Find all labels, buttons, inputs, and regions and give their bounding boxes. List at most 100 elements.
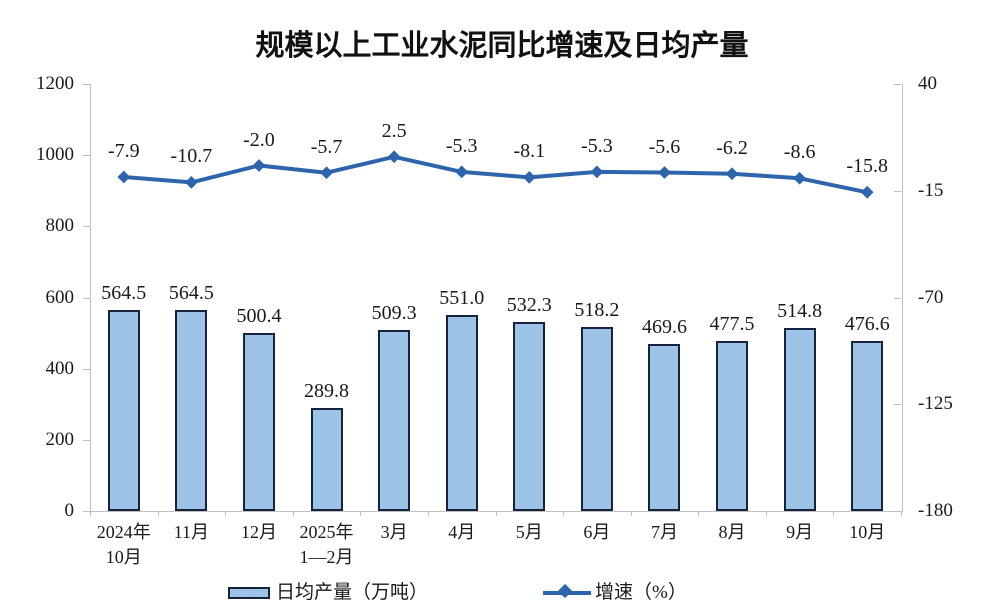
- bar-value-label: 469.6: [641, 315, 687, 338]
- chart-title: 规模以上工业水泥同比增速及日均产量: [255, 30, 749, 62]
- x-axis-tick: [360, 511, 361, 516]
- x-axis-label: 3月: [380, 522, 408, 542]
- y-axis-right-tick: [894, 84, 901, 85]
- y-axis-right-tick: [894, 191, 901, 192]
- bar: [242, 332, 275, 511]
- legend-bar-label: 日均产量（万吨）: [276, 582, 429, 603]
- bar-value-label: 289.8: [304, 379, 350, 402]
- line-point-marker-icon: [590, 165, 604, 179]
- bar-value-label: 532.3: [506, 293, 552, 316]
- y-axis-left-tick: [83, 298, 90, 299]
- line-value-label: -8.6: [783, 141, 816, 164]
- x-axis-tick: [631, 511, 632, 516]
- line-point-marker-icon: [455, 165, 469, 179]
- line-point-marker-icon: [252, 159, 266, 172]
- bar: [107, 310, 140, 511]
- bar: [445, 314, 478, 511]
- x-axis-tick: [496, 511, 497, 516]
- x-axis-tick: [293, 511, 294, 516]
- bar: [851, 341, 884, 511]
- growth-line: [123, 154, 868, 195]
- bar: [580, 326, 613, 511]
- line-point-marker-icon: [320, 166, 333, 180]
- legend: 日均产量（万吨） 增速（%）: [0, 580, 1004, 610]
- x-axis-tick: [901, 511, 902, 516]
- y-axis-left-tick: [83, 155, 90, 156]
- bar-value-label: 551.0: [439, 286, 485, 309]
- line-value-label: -7.9: [107, 139, 140, 162]
- legend-line-diamond-icon: [557, 583, 573, 599]
- line-value-label: -5.3: [445, 134, 478, 157]
- line-point-marker-icon: [522, 171, 536, 184]
- y-axis-right-tick: [894, 511, 901, 512]
- line-point-marker-icon: [860, 185, 874, 199]
- bar: [648, 343, 681, 511]
- bar: [716, 341, 749, 511]
- y-axis-right-label: -180: [918, 500, 953, 521]
- y-axis-left-label: 400: [45, 357, 75, 379]
- bar-value-label: 518.2: [574, 298, 620, 321]
- line-value-label: -2.0: [243, 128, 275, 151]
- bar: [513, 321, 546, 511]
- x-axis-label: 5月: [515, 522, 543, 542]
- y-axis-left-tick: [83, 84, 90, 85]
- y-axis-left-label: 0: [64, 500, 75, 521]
- legend-bar-swatch: [228, 587, 270, 599]
- line-point-marker-icon: [117, 170, 131, 184]
- bar: [175, 310, 208, 511]
- y-axis-left-label: 600: [45, 286, 75, 308]
- bar: [310, 407, 343, 511]
- y-axis-left-tick: [83, 369, 90, 370]
- y-axis-left-label: 200: [45, 428, 75, 450]
- bar-value-label: 477.5: [709, 313, 755, 336]
- x-axis-label: 2024年 10月: [96, 522, 151, 567]
- bar-value-label: 500.4: [236, 304, 282, 327]
- x-axis-label: 7月: [650, 522, 678, 542]
- line-value-label: -8.1: [513, 140, 546, 163]
- legend-line-label: 增速（%）: [595, 582, 687, 603]
- x-axis-tick: [766, 511, 767, 516]
- x-axis-label: 2025年 1—2月: [299, 522, 354, 567]
- line-series-layer: [117, 150, 874, 199]
- y-axis-right-tick: [894, 404, 901, 405]
- bar-value-label: 514.8: [777, 299, 823, 322]
- x-axis-label: 8月: [718, 522, 746, 542]
- x-axis-label: 9月: [786, 522, 814, 542]
- y-axis-right-label: 40: [918, 73, 937, 94]
- x-axis-label: 12月: [240, 522, 277, 542]
- y-axis-left-tick: [83, 440, 90, 441]
- x-axis-tick: [428, 511, 429, 516]
- x-axis-tick: [90, 511, 91, 516]
- y-axis-left-tick: [83, 511, 90, 512]
- bar: [378, 329, 411, 511]
- x-axis-tick: [698, 511, 699, 516]
- line-point-marker-icon: [185, 176, 198, 189]
- bar-value-label: 509.3: [371, 301, 417, 324]
- bar-value-label: 564.5: [168, 282, 214, 305]
- line-value-label: -5.6: [648, 135, 681, 158]
- x-axis-tick: [833, 511, 834, 516]
- line-point-marker-icon: [387, 150, 401, 164]
- line-point-marker-icon: [725, 167, 739, 181]
- y-axis-left-label: 800: [45, 215, 75, 237]
- line-point-marker-icon: [658, 166, 671, 179]
- y-axis-left-label: 1000: [36, 144, 74, 166]
- bar-value-label: 476.6: [844, 313, 890, 336]
- x-axis-label: 6月: [583, 522, 611, 542]
- line-value-label: -10.7: [170, 145, 213, 168]
- x-axis-label: 10月: [849, 522, 886, 542]
- y-axis-right-tick: [894, 298, 901, 299]
- bar-value-label: 564.5: [101, 282, 147, 305]
- y-axis-right-label: -70: [918, 286, 944, 308]
- x-axis-tick: [225, 511, 226, 516]
- y-axis-right-label: -125: [918, 393, 953, 415]
- line-point-marker-icon: [793, 171, 806, 185]
- y-axis-right-label: -15: [918, 179, 944, 201]
- line-value-label: -5.3: [581, 134, 613, 157]
- line-value-label: -6.2: [716, 136, 748, 159]
- x-axis-tick: [563, 511, 564, 516]
- x-axis-tick: [158, 511, 159, 516]
- line-value-label: -15.8: [846, 155, 889, 178]
- x-axis-label: 11月: [173, 522, 210, 542]
